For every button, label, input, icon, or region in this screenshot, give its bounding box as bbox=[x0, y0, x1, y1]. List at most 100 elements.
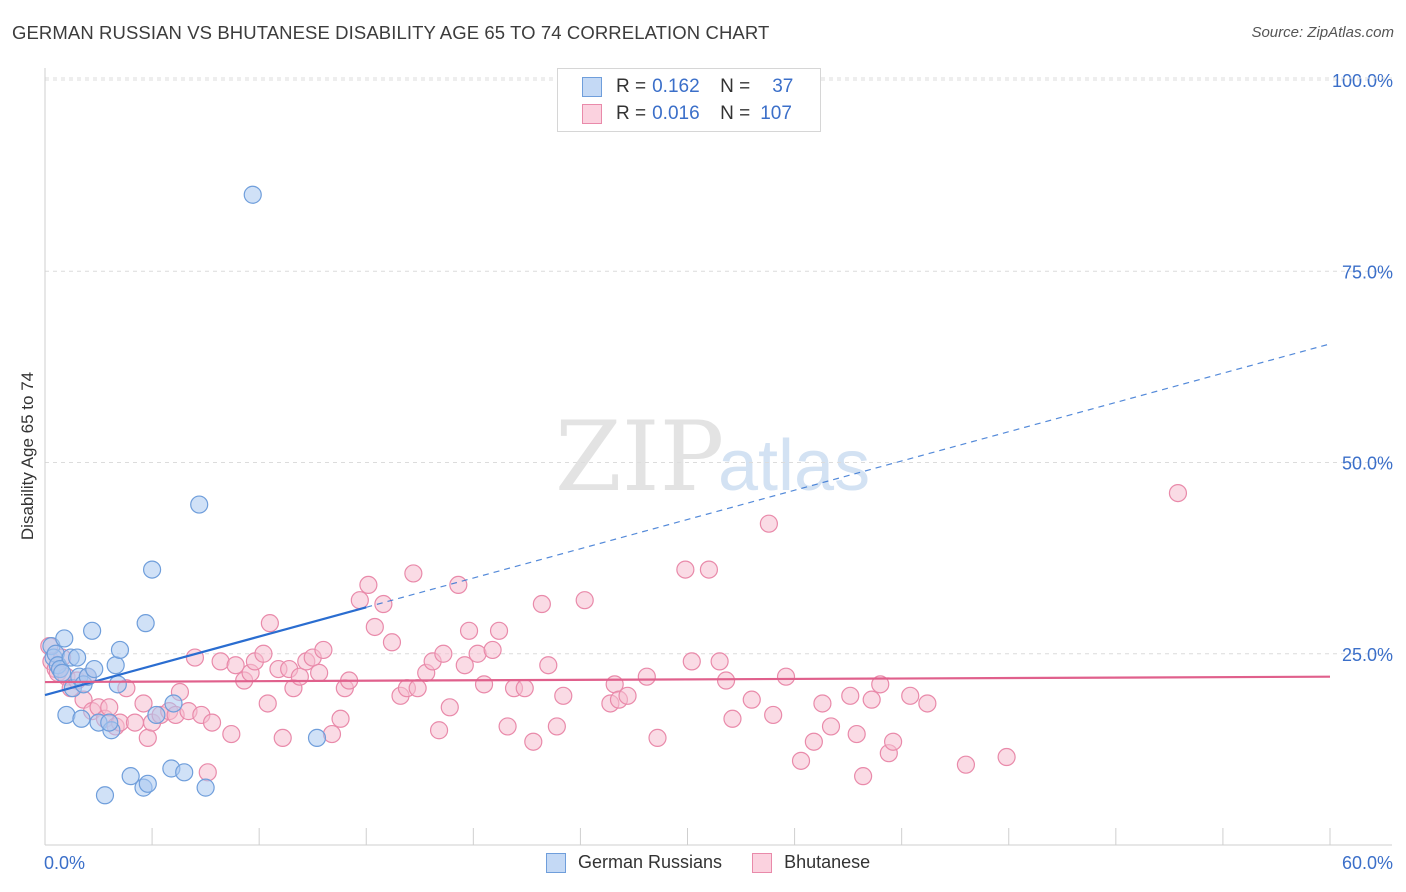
german-point bbox=[164, 694, 183, 713]
bhutanese-point bbox=[138, 728, 157, 748]
german-point bbox=[57, 705, 76, 725]
german-point bbox=[138, 774, 157, 793]
german-legend-label: German Russians bbox=[578, 852, 723, 872]
y-axis-label: Disability Age 65 to 74 bbox=[18, 371, 37, 541]
bhutanese-point bbox=[575, 591, 594, 610]
legend-item-german: German Russians bbox=[546, 852, 722, 873]
german-swatch bbox=[582, 77, 602, 97]
bhutanese-point bbox=[716, 671, 736, 690]
bhutanese-point bbox=[455, 656, 474, 675]
bhutanese-point bbox=[956, 755, 976, 774]
bhutanese-point bbox=[134, 694, 153, 713]
bhutanese-point bbox=[554, 686, 573, 705]
bhutanese-point bbox=[258, 694, 277, 713]
x-tick-label-min: 0.0% bbox=[44, 853, 85, 873]
bhutanese-point bbox=[791, 751, 811, 770]
bhutanese-point bbox=[483, 640, 502, 660]
bhutanese-point bbox=[547, 717, 566, 736]
german-point bbox=[110, 640, 130, 660]
german-point bbox=[72, 709, 91, 728]
german-r-value: 0.162 bbox=[652, 76, 700, 97]
bhutanese-legend-label: Bhutanese bbox=[784, 852, 871, 872]
bhutanese-point bbox=[359, 575, 378, 595]
german-trend-line bbox=[44, 606, 367, 697]
bhutanese-point bbox=[382, 633, 402, 652]
bhutanese-point bbox=[618, 686, 637, 705]
bhutanese-point bbox=[310, 663, 329, 682]
german-point bbox=[147, 705, 166, 725]
bhutanese-point bbox=[404, 564, 423, 583]
bhutanese-n-value: 107 bbox=[760, 103, 792, 124]
bhutanese-point bbox=[759, 514, 778, 533]
bhutanese-point bbox=[648, 728, 667, 748]
bhutanese-point bbox=[742, 690, 761, 709]
german-point bbox=[121, 767, 140, 786]
german-point bbox=[142, 560, 162, 579]
source-label: Source: ZipAtlas.com bbox=[1251, 24, 1394, 41]
bhutanese-point bbox=[202, 713, 222, 732]
stats-legend: R = 0.162 N = 37 R = 0.016 N = 107 bbox=[557, 68, 821, 132]
y-tick-label: 75.0% bbox=[1342, 262, 1393, 282]
bhutanese-point bbox=[489, 621, 509, 640]
bhutanese-point bbox=[408, 679, 427, 698]
bhutanese-point bbox=[498, 717, 517, 736]
german-point bbox=[83, 621, 102, 640]
bhutanese-point bbox=[776, 667, 796, 686]
bhutanese-point bbox=[211, 652, 230, 671]
bhutanese-r-value: 0.016 bbox=[652, 103, 700, 124]
bhutanese-point bbox=[314, 640, 333, 660]
german-point bbox=[307, 728, 327, 748]
bhutanese-point bbox=[524, 732, 543, 751]
german-point bbox=[136, 614, 155, 633]
bhutanese-point bbox=[429, 721, 449, 740]
bhutanese-point bbox=[883, 732, 903, 751]
german-point bbox=[190, 495, 209, 514]
bhutanese-point bbox=[290, 667, 309, 686]
german-legend-swatch bbox=[546, 852, 566, 873]
chart-title: GERMAN RUSSIAN VS BHUTANESE DISABILITY A… bbox=[12, 22, 770, 43]
bhutanese-point bbox=[322, 724, 342, 744]
bhutanese-point bbox=[854, 767, 873, 786]
bhutanese-point bbox=[804, 732, 823, 751]
bhutanese-point bbox=[374, 594, 393, 614]
bhutanese-point bbox=[331, 709, 350, 728]
german-point bbox=[175, 763, 194, 782]
bhutanese-point bbox=[459, 621, 479, 640]
german-point bbox=[85, 659, 104, 679]
bhutanese-point bbox=[226, 656, 245, 675]
bhutanese-point bbox=[682, 652, 701, 671]
watermark-atlas: atlas bbox=[718, 426, 870, 506]
bhutanese-swatch bbox=[582, 104, 602, 124]
bhutanese-point bbox=[901, 686, 920, 705]
bhutanese-point bbox=[764, 705, 783, 725]
bhutanese-point bbox=[710, 652, 729, 671]
bhutanese-point bbox=[468, 644, 487, 663]
bhutanese-point bbox=[918, 694, 937, 713]
bhutanese-point bbox=[847, 724, 866, 744]
bhutanese-point bbox=[254, 644, 273, 663]
german-point bbox=[243, 185, 262, 204]
bhutanese-point bbox=[699, 560, 719, 579]
german-r-label: R = bbox=[616, 76, 647, 97]
german-point bbox=[106, 656, 125, 675]
bhutanese-point bbox=[1168, 484, 1188, 503]
bhutanese-point bbox=[440, 698, 459, 717]
bhutanese-point bbox=[862, 690, 881, 709]
bhutanese-point bbox=[449, 575, 468, 595]
legend-row-bhutanese: R = 0.016 N = 107 bbox=[582, 102, 792, 126]
bhutanese-point bbox=[434, 644, 453, 663]
y-tick-label: 100.0% bbox=[1332, 71, 1393, 91]
german-point bbox=[196, 778, 215, 797]
german-point bbox=[100, 713, 119, 732]
bhutanese-point bbox=[260, 614, 279, 633]
german-point bbox=[68, 648, 87, 667]
bhutanese-legend-swatch bbox=[752, 852, 773, 873]
bhutanese-point bbox=[841, 686, 860, 705]
german-n-value: 37 bbox=[772, 76, 794, 97]
bhutanese-point bbox=[871, 675, 890, 694]
series-legend: German Russians Bhutanese bbox=[546, 852, 900, 873]
bhutanese-point bbox=[365, 617, 384, 637]
bhutanese-point bbox=[100, 698, 119, 717]
german-point bbox=[108, 675, 127, 694]
